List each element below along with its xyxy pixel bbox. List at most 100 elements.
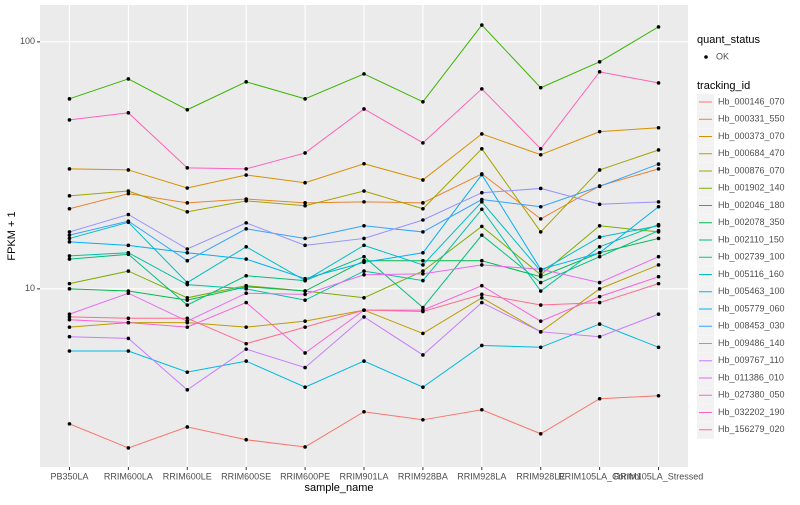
data-point	[421, 418, 425, 422]
data-point	[538, 330, 543, 334]
x-tick-label: RRIM600LA	[104, 471, 153, 481]
legend-label: Hb_002078_350	[718, 217, 785, 227]
data-point	[303, 201, 307, 205]
data-point	[538, 319, 543, 323]
data-point	[126, 291, 131, 296]
y-tick-label: 100	[20, 36, 35, 46]
data-point	[656, 254, 661, 259]
data-point	[421, 206, 425, 211]
x-tick-label: RRIM928LE	[516, 471, 565, 481]
data-point	[185, 186, 190, 190]
data-point	[126, 250, 131, 255]
data-point	[126, 77, 131, 81]
x-tick-label: RRIM600SE	[221, 471, 271, 481]
data-point	[67, 312, 72, 316]
data-point	[421, 250, 425, 255]
data-point	[656, 345, 661, 350]
data-point	[480, 258, 484, 263]
data-point	[421, 178, 425, 182]
data-point	[244, 341, 248, 346]
data-point	[244, 359, 248, 363]
data-point	[656, 263, 661, 267]
data-point	[67, 257, 72, 261]
data-point	[185, 166, 190, 170]
data-point	[597, 294, 602, 299]
x-tick-label: RRIM901LA	[339, 471, 388, 481]
legend-label: Hb_000331_550	[718, 114, 785, 124]
data-point	[185, 370, 190, 374]
data-point	[656, 167, 661, 171]
data-point	[597, 280, 602, 285]
data-point	[67, 194, 72, 198]
data-point	[362, 269, 366, 273]
data-point	[656, 125, 661, 130]
data-point	[185, 280, 190, 285]
data-point	[303, 203, 307, 208]
data-point	[126, 336, 131, 341]
data-point	[185, 210, 190, 214]
data-point	[656, 25, 661, 29]
data-point	[421, 230, 425, 234]
data-point	[244, 221, 248, 225]
x-tick-label: PB350LA	[50, 471, 88, 481]
data-point	[244, 300, 248, 305]
data-point	[126, 446, 131, 450]
legend-label: Hb_005463_100	[718, 286, 785, 296]
data-point	[244, 437, 248, 442]
data-point	[480, 343, 484, 348]
data-point	[421, 331, 425, 336]
data-point	[185, 388, 190, 392]
data-point	[244, 199, 248, 203]
data-point	[597, 168, 602, 172]
data-point	[656, 228, 661, 233]
data-point	[656, 148, 661, 152]
data-point	[480, 407, 484, 412]
data-point	[597, 287, 602, 291]
data-point	[480, 87, 484, 91]
data-point	[244, 80, 248, 84]
data-point	[480, 233, 484, 237]
legend-label: Hb_002739_100	[718, 252, 785, 262]
data-point	[185, 303, 190, 307]
data-point	[67, 281, 72, 286]
data-point	[67, 236, 72, 241]
data-point	[67, 325, 72, 329]
data-point	[597, 300, 602, 305]
data-point	[67, 206, 72, 211]
data-point	[480, 295, 484, 300]
data-point	[126, 191, 131, 196]
data-point	[303, 385, 307, 389]
data-point	[362, 161, 366, 166]
data-point	[244, 167, 248, 171]
data-point	[126, 316, 131, 321]
data-point	[67, 315, 72, 319]
data-point	[362, 359, 366, 363]
data-point	[67, 422, 72, 426]
legend-label: Hb_005779_060	[718, 303, 785, 313]
data-point	[538, 204, 543, 209]
legend-label: OK	[716, 51, 729, 61]
data-point	[185, 258, 190, 263]
data-point	[244, 291, 248, 296]
data-point	[362, 295, 366, 300]
data-point	[126, 111, 131, 115]
data-point	[67, 317, 72, 322]
data-point	[538, 274, 543, 279]
data-point	[480, 132, 484, 136]
data-point	[303, 325, 307, 329]
data-point	[362, 200, 366, 204]
data-point	[362, 254, 366, 259]
data-point	[421, 99, 425, 104]
legend-label: Hb_000684_470	[718, 148, 785, 158]
legend-label: Hb_009767_110	[718, 355, 784, 365]
data-point	[656, 236, 661, 241]
data-point	[421, 278, 425, 283]
data-point	[303, 445, 307, 449]
data-point	[185, 325, 190, 329]
data-point	[538, 230, 543, 234]
data-point	[67, 118, 72, 122]
data-point	[538, 217, 543, 221]
data-point	[480, 172, 484, 177]
data-point	[597, 184, 602, 189]
